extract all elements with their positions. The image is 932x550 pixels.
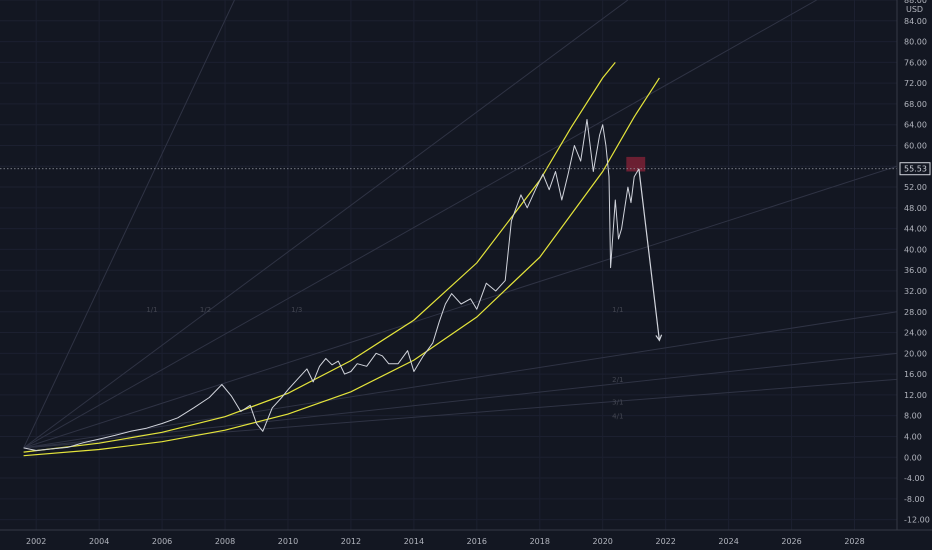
fan-ray [23, 378, 898, 449]
x-tick-label: 2010 [278, 537, 298, 546]
fan-label: 2/1 [612, 376, 623, 384]
y-tick-label: -4.00 [904, 474, 925, 483]
y-tick-label: 40.00 [904, 245, 927, 254]
grid-lines [0, 0, 897, 530]
x-tick-label: 2002 [26, 537, 46, 546]
y-tick-label: 20.00 [904, 349, 927, 358]
fan-ray [23, 0, 629, 449]
y-tick-label: 0.00 [904, 453, 922, 462]
y-tick-label: 48.00 [904, 204, 927, 213]
x-tick-label: 2012 [341, 537, 361, 546]
fan-label: 1/1 [146, 306, 157, 314]
y-tick-label: 4.00 [904, 432, 922, 441]
x-tick-label: 2028 [844, 537, 864, 546]
time-axis-background [0, 530, 932, 550]
y-tick-label: 72.00 [904, 79, 927, 88]
x-tick-label: 2020 [593, 537, 613, 546]
last-price-tag: 55.53 [899, 162, 931, 176]
price-line-series [23, 119, 640, 451]
y-tick-label: -8.00 [904, 495, 925, 504]
channel-curve-upper [23, 62, 616, 453]
resistance-zone [626, 156, 646, 172]
y-tick-label: 44.00 [904, 225, 927, 234]
x-tick-labels: 2002 2004 2006 2008 2010 2012 2014 2016 2018 2020… [26, 537, 865, 546]
currency-label: USD [906, 5, 923, 14]
y-tick-label: -12.00 [904, 516, 930, 525]
price-series [23, 119, 640, 451]
fan-labels: 1/1 1/2 1/3 1/1 2/1 3/1 4/1 [146, 306, 623, 421]
fan-ray [23, 165, 898, 449]
fan-ray [23, 0, 817, 449]
price-axis-background [897, 0, 932, 530]
y-tick-label: 68.00 [904, 100, 927, 109]
last-price-value: 55.53 [904, 165, 927, 174]
x-tick-label: 2018 [530, 537, 550, 546]
x-tick-label: 2026 [781, 537, 801, 546]
y-tick-label: 64.00 [904, 121, 927, 130]
fan-ray [23, 311, 898, 449]
y-tick-label: 80.00 [904, 38, 927, 47]
x-tick-label: 2008 [215, 537, 235, 546]
x-tick-label: 2016 [467, 537, 487, 546]
projection-arrow-shaft [638, 168, 660, 341]
fan-ray [23, 0, 235, 449]
x-tick-label: 2006 [152, 537, 172, 546]
fan-ray [23, 352, 898, 449]
y-tick-label: 32.00 [904, 287, 927, 296]
y-tick-label: 24.00 [904, 329, 927, 338]
x-tick-label: 2024 [718, 537, 738, 546]
fan-label: 1/1 [612, 306, 623, 314]
y-tick-label: 12.00 [904, 391, 927, 400]
y-tick-label: 36.00 [904, 266, 927, 275]
y-tick-label: 60.00 [904, 141, 927, 150]
x-tick-label: 2022 [655, 537, 675, 546]
price-axis[interactable]: USD 88.00 84.00 80.00 76.00 72.00 68.00 64.00 6… [896, 0, 932, 530]
y-tick-label: 76.00 [904, 58, 927, 67]
x-tick-label: 2014 [404, 537, 424, 546]
time-axis[interactable]: 2002 2004 2006 2008 2010 2012 2014 2016 2018 2020… [0, 529, 932, 550]
projection-arrow-head [655, 334, 663, 342]
fan-label: 1/2 [200, 306, 211, 314]
projection-arrow [638, 168, 663, 342]
fan-label: 4/1 [612, 412, 623, 420]
highlight-zone [626, 156, 646, 172]
x-tick-label: 2004 [89, 537, 109, 546]
y-tick-label: 52.00 [904, 183, 927, 192]
y-tick-label: 88.00 [904, 0, 927, 5]
y-tick-label: 84.00 [904, 17, 927, 26]
y-tick-label: 28.00 [904, 308, 927, 317]
fan-label: 1/3 [291, 306, 302, 314]
fan-lines [23, 0, 898, 449]
fan-label: 3/1 [612, 398, 623, 406]
last-price-tag-background [899, 162, 931, 176]
y-tick-label: 8.00 [904, 412, 922, 421]
y-tick-label: 16.00 [904, 370, 927, 379]
